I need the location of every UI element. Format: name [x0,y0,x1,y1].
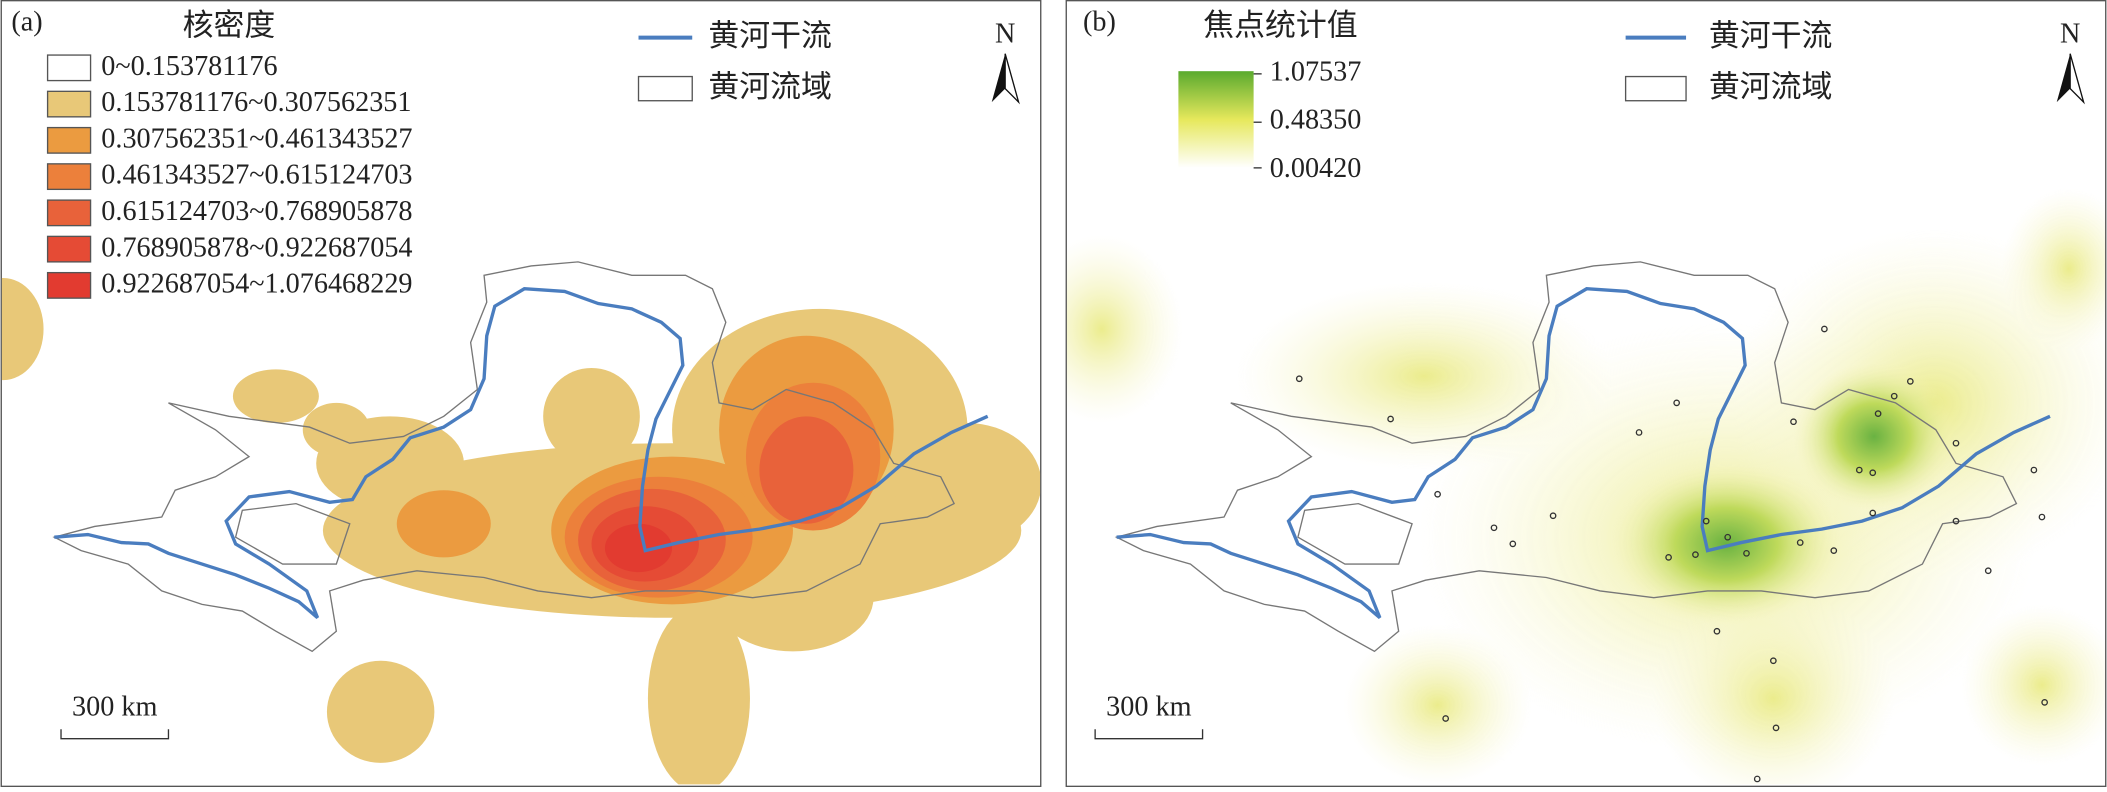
north-label: N [2060,19,2080,50]
legend-label: 0~0.153781176 [101,51,277,82]
density-zone [1,278,44,381]
basin-key [637,75,693,102]
legend-label: 0.307562351~0.461343527 [101,123,412,154]
density-zone [893,423,1041,544]
legend-label: 0.768905878~0.922687054 [101,232,412,263]
north-arrow [2056,53,2071,103]
legend-label: 黄河干流 [1709,18,1833,54]
legend-swatch [46,235,92,263]
density-zone [647,604,750,785]
panel-label: (b) [1083,7,1116,38]
density-zone [232,369,319,424]
colorbar [1178,71,1254,168]
panel-frame [1065,0,2107,788]
legend-label: 0.615124703~0.768905878 [101,196,412,227]
north-label: N [995,19,1015,50]
legend-swatch [46,126,92,154]
legend-label: 0.922687054~1.076468229 [101,269,412,300]
scale-bar [1094,729,1204,740]
density-zone [396,490,491,558]
density-zone [543,367,640,465]
focal-map [1066,188,2106,785]
legend-swatch [46,199,92,227]
scale-bar [60,729,170,740]
density-map [1,261,1041,785]
north-arrow [991,53,1006,103]
north-arrow [2069,53,2085,105]
legend: 0~0.153781176 0.153781176~0.307562351 0.30… [46,51,413,300]
legend-title: 核密度 [183,7,276,43]
colorbar-label: 0.00420 [1270,153,1362,184]
basin-key [1624,75,1687,102]
legend-swatch [46,271,92,299]
legend-label: 0.461343527~0.615124703 [101,160,412,191]
legend-swatch [46,163,92,191]
colorbar-label: 1.07537 [1270,56,1362,87]
panel-label: (a) [11,7,42,38]
north-arrow [1004,53,1020,105]
density-zone [759,416,854,524]
colorbar-label: 0.48350 [1270,105,1362,136]
legend-swatch [46,90,92,118]
legend-swatch [46,54,92,82]
legend-label: 黄河干流 [708,18,832,54]
density-zone [302,402,370,457]
legend-label: 0.153781176~0.307562351 [101,87,411,118]
density-zone [604,523,673,573]
legend-label: 黄河流域 [1709,69,1833,105]
legend-title: 焦点统计值 [1203,7,1357,43]
panel-frame [0,0,1042,788]
legend-label: 黄河流域 [708,69,832,105]
scale-label: 300 km [1106,692,1191,723]
scale-label: 300 km [72,692,157,723]
density-zone [326,660,435,763]
